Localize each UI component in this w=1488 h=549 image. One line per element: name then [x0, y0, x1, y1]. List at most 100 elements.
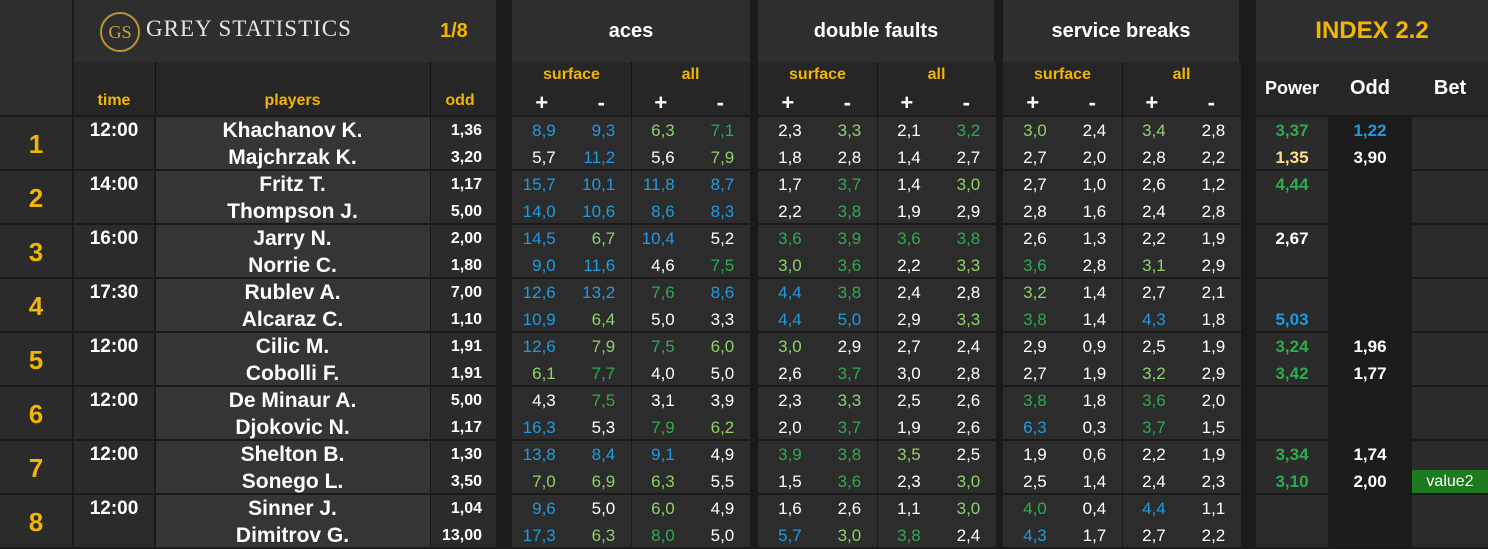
- sub-minus: -: [716, 90, 724, 115]
- power-bg: [1256, 495, 1328, 547]
- group-service-breaks: service breaks: [1051, 19, 1191, 42]
- player-name: Rublev A.: [244, 281, 341, 304]
- stat-value: 2,8: [1201, 121, 1226, 140]
- stat-value: 8,3: [710, 202, 735, 221]
- time-bg: [74, 279, 154, 331]
- stat-value: 3,0: [897, 364, 921, 383]
- stat-value: 2,6: [1023, 229, 1047, 248]
- stat-value: 3,8: [837, 283, 862, 302]
- match-time: 14:00: [89, 174, 139, 195]
- power-value: 3,24: [1275, 337, 1309, 356]
- player-odd: 13,00: [441, 527, 482, 544]
- player-odd: 3,50: [450, 473, 482, 490]
- stats-divider: [631, 225, 632, 277]
- stat-value: 2,7: [1142, 526, 1166, 545]
- player-name: Djokovic N.: [235, 416, 350, 439]
- col-header-left: [74, 62, 496, 115]
- stats-divider: [877, 387, 878, 439]
- stat-value: 2,4: [897, 283, 921, 302]
- match-time: 12:00: [89, 336, 139, 357]
- stat-value: 2,8: [1082, 256, 1107, 275]
- stat-value: 1,9: [1201, 337, 1226, 356]
- stat-value: 1,4: [1082, 283, 1107, 302]
- stat-value: 7,9: [591, 337, 616, 356]
- stat-value: 2,0: [1082, 148, 1107, 167]
- time-bg: [74, 117, 154, 169]
- stat-value: 2,8: [1201, 202, 1226, 221]
- round-label: 1/8: [440, 20, 468, 42]
- power-value: 5,03: [1275, 310, 1309, 329]
- stat-value: 3,0: [1023, 121, 1047, 140]
- odd2-value: 1,74: [1353, 445, 1387, 464]
- stat-value: 1,3: [1082, 229, 1107, 248]
- stat-value: 1,7: [778, 175, 802, 194]
- stat-value: 4,3: [1142, 310, 1166, 329]
- odd2-value: 1,22: [1353, 121, 1387, 140]
- match-number: 4: [28, 291, 44, 321]
- group-subheader-divider: [877, 62, 878, 115]
- stats-divider: [631, 333, 632, 385]
- stat-value: 3,7: [837, 418, 862, 437]
- stats-divider: [1122, 171, 1123, 223]
- sub-plus: +: [535, 90, 549, 115]
- odd-bg: [431, 225, 496, 277]
- player-name: Fritz T.: [259, 173, 326, 196]
- stat-value: 6,2: [710, 418, 735, 437]
- stat-value: 9,3: [591, 121, 616, 140]
- stats-divider: [877, 117, 878, 169]
- stat-value: 12,6: [522, 283, 556, 302]
- stat-value: 10,1: [582, 175, 616, 194]
- time-bg: [74, 495, 154, 547]
- stat-value: 10,4: [641, 229, 675, 248]
- stat-value: 6,4: [591, 310, 616, 329]
- stat-value: 2,2: [1142, 229, 1166, 248]
- stat-value: 5,5: [710, 472, 735, 491]
- group-subheader-divider: [1122, 62, 1123, 115]
- stat-value: 4,4: [1142, 499, 1166, 518]
- stat-value: 3,2: [1142, 364, 1166, 383]
- sub-plus: +: [900, 90, 914, 115]
- stat-value: 5,3: [591, 418, 616, 437]
- stats-divider: [877, 225, 878, 277]
- player-name: Dimitrov G.: [235, 524, 350, 547]
- stat-value: 2,7: [1142, 283, 1166, 302]
- stat-value: 3,7: [837, 364, 862, 383]
- stat-value: 7,0: [532, 472, 556, 491]
- stat-value: 6,1: [532, 364, 556, 383]
- match-number: 7: [28, 453, 44, 483]
- stat-value: 3,0: [778, 256, 802, 275]
- stat-value: 1,6: [778, 499, 802, 518]
- stat-value: 3,5: [897, 445, 921, 464]
- match-number: 6: [28, 399, 44, 429]
- stat-value: 2,3: [778, 121, 802, 140]
- stat-value: 2,5: [1023, 472, 1047, 491]
- stat-value: 7,7: [591, 364, 616, 383]
- stat-value: 8,6: [710, 283, 735, 302]
- players-bg: [156, 441, 430, 493]
- power-value: 3,10: [1275, 472, 1309, 491]
- stat-value: 2,7: [1023, 175, 1047, 194]
- match-number: 5: [28, 345, 44, 375]
- stat-value: 3,2: [956, 121, 981, 140]
- player-odd: 1,91: [450, 338, 482, 355]
- player-odd: 1,04: [450, 500, 482, 517]
- stat-value: 6,3: [591, 526, 616, 545]
- player-name: Cobolli F.: [245, 362, 340, 385]
- sub-minus: -: [843, 90, 851, 115]
- col-odd: odd: [445, 92, 475, 109]
- odd-bg: [431, 441, 496, 493]
- power-value: 4,44: [1275, 175, 1309, 194]
- brand-name: GREY STATISTICS: [146, 16, 352, 41]
- group-subheader-divider: [631, 62, 632, 115]
- corner-cell: [0, 0, 72, 115]
- odd2-value: 3,90: [1353, 148, 1387, 167]
- stat-value: 2,2: [778, 202, 802, 221]
- stat-value: 5,0: [837, 310, 862, 329]
- match-time: 12:00: [89, 120, 139, 141]
- stats-divider: [631, 117, 632, 169]
- power-value: 2,67: [1275, 229, 1309, 248]
- players-bg: [156, 495, 430, 547]
- group-double-faults: double faults: [813, 19, 939, 42]
- match-time: 12:00: [89, 444, 139, 465]
- stat-value: 2,6: [837, 499, 862, 518]
